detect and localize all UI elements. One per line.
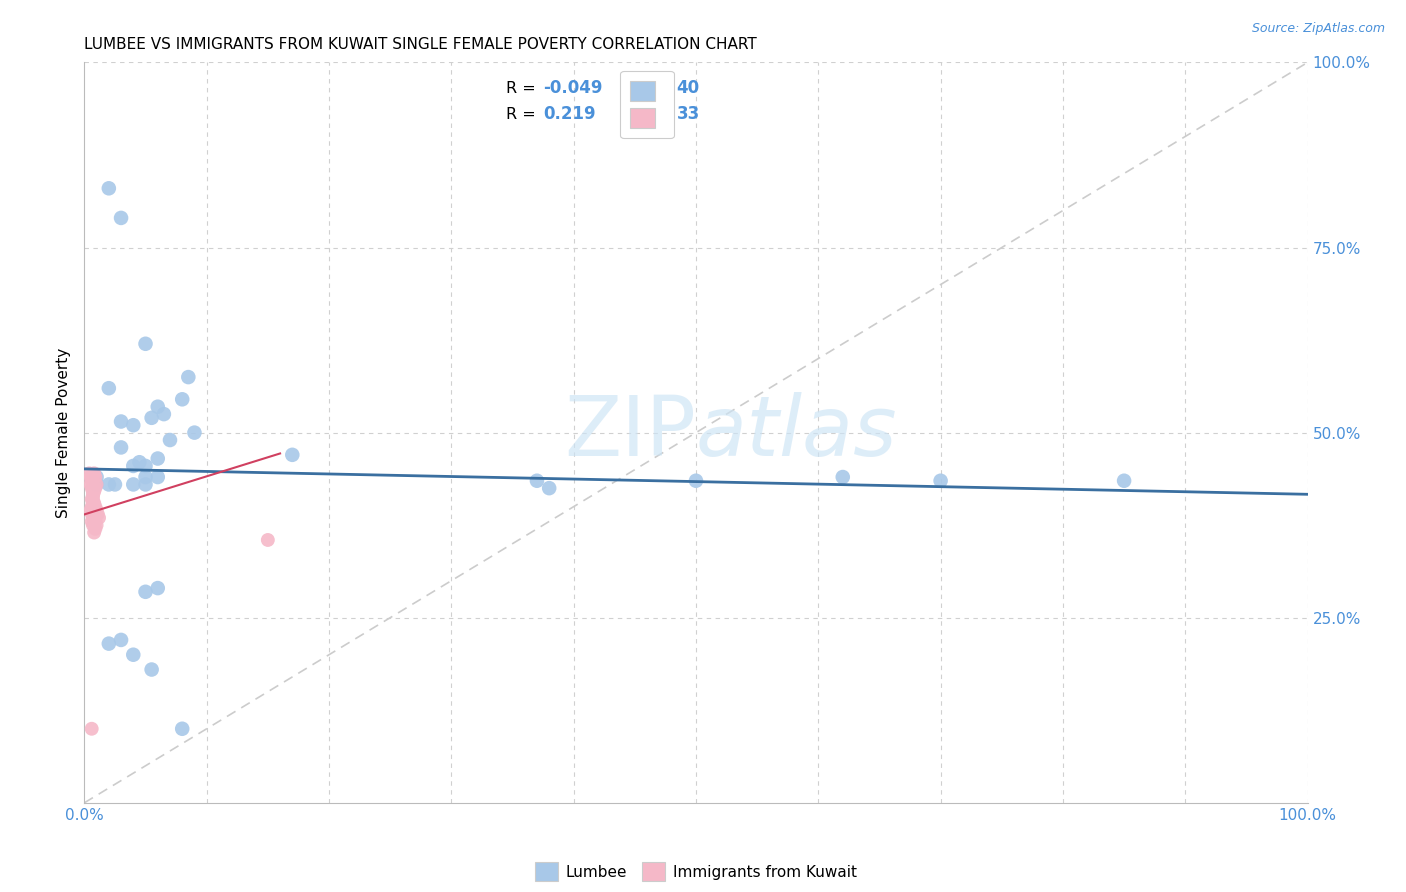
Point	[135, 584, 157, 599]
Text: Source: ZipAtlas.com: Source: ZipAtlas.com	[1251, 22, 1385, 36]
Text: R =: R =	[506, 107, 541, 122]
Point	[122, 418, 145, 433]
Text: atlas: atlas	[696, 392, 897, 473]
Point	[128, 455, 150, 469]
Point	[80, 500, 103, 514]
Point	[82, 496, 104, 510]
Point	[135, 458, 157, 473]
Legend: Lumbee, Immigrants from Kuwait: Lumbee, Immigrants from Kuwait	[527, 855, 865, 888]
Point	[83, 467, 105, 481]
Text: ZIP: ZIP	[564, 392, 696, 473]
Point	[77, 467, 100, 481]
Point	[82, 510, 104, 524]
Point	[97, 477, 120, 491]
Point	[80, 481, 103, 495]
Point	[83, 484, 105, 499]
Point	[80, 474, 103, 488]
Point	[146, 400, 169, 414]
Point	[146, 581, 169, 595]
Point	[177, 370, 200, 384]
Point	[82, 518, 104, 533]
Point	[1114, 474, 1136, 488]
Text: 0.219: 0.219	[543, 105, 596, 123]
Point	[97, 381, 120, 395]
Point	[159, 433, 181, 447]
Point	[79, 503, 101, 517]
Point	[86, 470, 108, 484]
Point	[110, 632, 132, 647]
Point	[135, 477, 157, 491]
Point	[122, 648, 145, 662]
Point	[146, 451, 169, 466]
Point	[87, 510, 110, 524]
Point	[80, 507, 103, 521]
Point	[526, 474, 548, 488]
Point	[84, 500, 107, 514]
Point	[84, 515, 107, 529]
Point	[80, 722, 103, 736]
Point	[172, 392, 194, 407]
Text: N =: N =	[641, 107, 676, 122]
Y-axis label: Single Female Poverty: Single Female Poverty	[56, 348, 72, 517]
Text: -0.049: -0.049	[543, 79, 603, 97]
Text: N =: N =	[641, 81, 676, 95]
Point	[110, 211, 132, 225]
Point	[257, 533, 280, 547]
Text: R =: R =	[506, 81, 541, 95]
Point	[110, 415, 132, 429]
Point	[84, 470, 107, 484]
Point	[135, 470, 157, 484]
Point	[135, 336, 157, 351]
Point	[685, 474, 707, 488]
Text: 33: 33	[676, 105, 700, 123]
Point	[141, 410, 163, 425]
Point	[86, 518, 108, 533]
Point	[82, 484, 104, 499]
Point	[104, 477, 127, 491]
Text: 40: 40	[676, 79, 700, 97]
Point	[122, 477, 145, 491]
Point	[281, 448, 304, 462]
Point	[141, 663, 163, 677]
Point	[87, 507, 110, 521]
Point	[122, 458, 145, 473]
Point	[82, 489, 104, 503]
Point	[80, 515, 103, 529]
Point	[79, 470, 101, 484]
Point	[146, 470, 169, 484]
Point	[97, 181, 120, 195]
Point	[97, 637, 120, 651]
Point	[83, 525, 105, 540]
Point	[831, 470, 853, 484]
Point	[82, 492, 104, 507]
Point	[79, 477, 101, 491]
Point	[82, 489, 104, 503]
Point	[929, 474, 952, 488]
Point	[86, 477, 108, 491]
Point	[86, 503, 108, 517]
Point	[86, 477, 108, 491]
Point	[172, 722, 194, 736]
Point	[84, 481, 107, 495]
Point	[183, 425, 205, 440]
Point	[83, 496, 105, 510]
Point	[110, 441, 132, 455]
Point	[538, 481, 561, 495]
Point	[84, 522, 107, 536]
Text: LUMBEE VS IMMIGRANTS FROM KUWAIT SINGLE FEMALE POVERTY CORRELATION CHART: LUMBEE VS IMMIGRANTS FROM KUWAIT SINGLE …	[84, 37, 756, 52]
Point	[153, 407, 176, 421]
Point	[80, 492, 103, 507]
